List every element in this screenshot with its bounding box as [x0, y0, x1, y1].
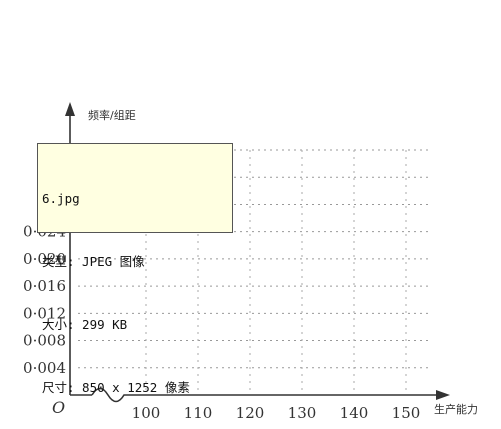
y-axis-arrow [65, 102, 75, 116]
origin-label: O [52, 398, 65, 417]
chart-grid [78, 149, 430, 392]
y-axis-title: 频率/组距 [88, 108, 136, 122]
y-tick-label: 0·008 [23, 332, 66, 350]
x-tick-label: 100 [132, 404, 161, 422]
x-tick-labels: 100 110 120 130 140 150 [132, 404, 421, 422]
x-tick-label: 130 [288, 404, 317, 422]
tooltip-type: 类型: JPEG 图像 [42, 254, 145, 269]
tooltip-filename: 6.jpg [42, 191, 80, 206]
y-tick-label: 0·020 [23, 250, 66, 268]
y-tick-label: 0·012 [23, 304, 66, 322]
y-tick-label: 0·004 [23, 359, 66, 377]
x-tick-label: 140 [340, 404, 369, 422]
file-info-tooltip: 6.jpg 类型: JPEG 图像 大小: 299 KB 尺寸: 850 x 1… [37, 143, 233, 395]
x-tick-label: 120 [236, 404, 265, 422]
x-tick-label: 150 [392, 404, 421, 422]
x-axis-arrow [436, 390, 450, 400]
axis-break-zigzag [91, 387, 130, 403]
x-axis-title: 生产能力 [434, 402, 478, 416]
x-tick-label: 110 [184, 404, 213, 422]
tooltip-size: 大小: 299 KB [42, 317, 128, 332]
y-tick-label: 0·016 [23, 277, 66, 295]
tooltip-dimensions: 尺寸: 850 x 1252 像素 [42, 380, 190, 395]
